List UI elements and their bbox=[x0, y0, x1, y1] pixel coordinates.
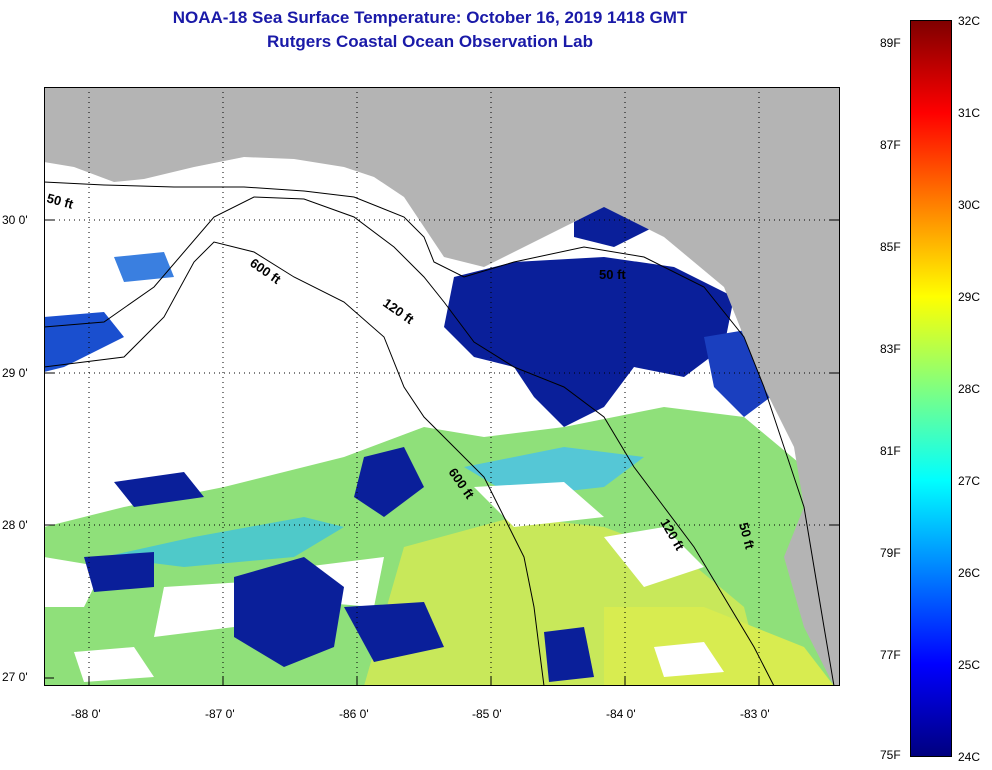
map-ticks bbox=[44, 219, 840, 686]
land-florida bbox=[44, 87, 840, 686]
contour-600ft bbox=[44, 241, 545, 686]
colorbar-label-26c: 26C bbox=[958, 566, 981, 580]
colorbar-label-24c: 24C bbox=[958, 750, 981, 764]
colorbar-label-30c: 30C bbox=[958, 198, 981, 212]
cold-water-bigbend bbox=[444, 257, 734, 427]
colorbar-label-29c: 29C bbox=[958, 290, 981, 304]
lon-label-88: -88 0' bbox=[71, 707, 101, 721]
cold-water-south bbox=[234, 557, 344, 667]
temperature-colorbar bbox=[910, 20, 952, 757]
cloud-gap-2 bbox=[154, 582, 244, 637]
lat-label-30: 30 0' bbox=[2, 213, 28, 227]
cold-water-w2 bbox=[114, 472, 204, 507]
colorbar-label-75f: 75F bbox=[880, 748, 901, 762]
lon-label-85: -85 0' bbox=[472, 707, 502, 721]
lat-label-29: 29 0' bbox=[2, 366, 28, 380]
contour-120ft bbox=[44, 196, 775, 686]
contour-50ft bbox=[44, 181, 835, 686]
contour-label-50ft-west: 50 ft bbox=[45, 190, 75, 212]
cold-water-s3 bbox=[544, 627, 594, 682]
lon-label-86: -86 0' bbox=[339, 707, 369, 721]
colorbar-label-32c: 32C bbox=[958, 14, 981, 28]
cloud-gap-4 bbox=[474, 482, 604, 527]
cold-water-s2 bbox=[344, 602, 444, 662]
cold-water-sw bbox=[84, 552, 154, 592]
colorbar-label-31c: 31C bbox=[958, 106, 981, 120]
map-frame bbox=[44, 87, 840, 686]
colorbar-label-77f: 77F bbox=[880, 648, 901, 662]
cold-water-west bbox=[44, 312, 124, 372]
cloud-gap-5 bbox=[604, 527, 704, 587]
colorbar-label-85f: 85F bbox=[880, 240, 901, 254]
map-subtitle: Rutgers Coastal Ocean Observation Lab bbox=[267, 32, 593, 51]
cyan-water-patch-2 bbox=[464, 447, 644, 497]
colorbar-label-81f: 81F bbox=[880, 444, 901, 458]
colorbar-label-87f: 87F bbox=[880, 138, 901, 152]
contour-label-50ft-south: 50 ft bbox=[736, 521, 758, 551]
colorbar-label-79f: 79F bbox=[880, 546, 901, 560]
lat-label-28: 28 0' bbox=[2, 518, 28, 532]
cyan-water-patch bbox=[104, 517, 344, 567]
lon-label-84: -84 0' bbox=[606, 707, 636, 721]
colorbar-label-28c: 28C bbox=[958, 382, 981, 396]
cloud-gap-6 bbox=[74, 647, 154, 682]
sst-map: 50 ft 600 ft 120 ft 50 ft 600 ft 120 ft … bbox=[44, 87, 840, 686]
colorbar-label-25c: 25C bbox=[958, 658, 981, 672]
map-title: NOAA-18 Sea Surface Temperature: October… bbox=[172, 8, 688, 27]
lon-label-87: -87 0' bbox=[205, 707, 235, 721]
contour-label-50ft-east: 50 ft bbox=[599, 267, 626, 282]
colorbar-label-83f: 83F bbox=[880, 342, 901, 356]
cool-water-nw bbox=[114, 252, 174, 282]
colorbar-label-89f: 89F bbox=[880, 36, 901, 50]
lon-label-83: -83 0' bbox=[740, 707, 770, 721]
cold-water-mid bbox=[354, 447, 424, 517]
colorbar-label-27c: 27C bbox=[958, 474, 981, 488]
lat-label-27: 27 0' bbox=[2, 670, 28, 684]
cloud-gap-7 bbox=[654, 642, 724, 677]
